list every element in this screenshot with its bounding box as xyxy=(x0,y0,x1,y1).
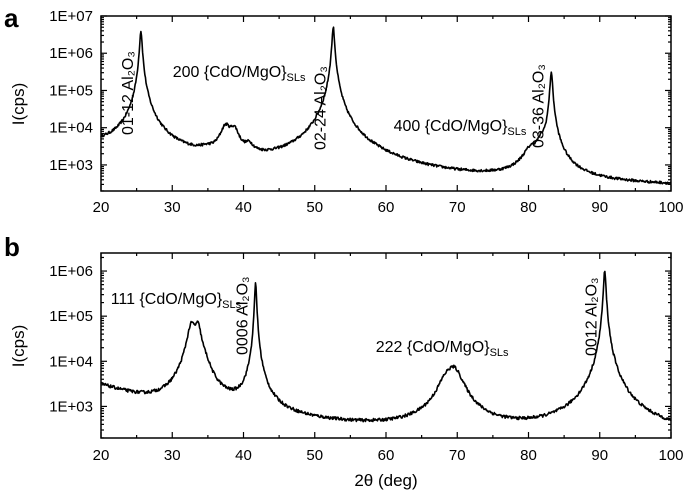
x-tick-label: 90 xyxy=(591,199,608,216)
x-tick-label: 80 xyxy=(520,447,537,464)
x-tick-label: 40 xyxy=(235,447,252,464)
peak-label: 222 {CdO/MgO}SLs xyxy=(376,339,509,359)
peak-label: 02-24 Al₂O₃ xyxy=(312,66,329,150)
x-tick-label: 30 xyxy=(164,199,181,216)
peak-label: 0006 Al₂O₃ xyxy=(235,276,252,355)
panel-letter: b xyxy=(4,232,20,262)
y-tick-label: 1E+05 xyxy=(49,308,93,325)
y-tick-label: 1E+06 xyxy=(49,263,93,280)
x-tick-label: 60 xyxy=(378,199,395,216)
plot-frame xyxy=(100,15,672,192)
x-tick-label: 50 xyxy=(306,447,323,464)
peak-label-main: 400 {CdO/MgO} xyxy=(394,118,509,135)
x-tick-label: 20 xyxy=(93,199,110,216)
xrd-curve xyxy=(100,26,672,185)
x-tick-label: 50 xyxy=(306,199,323,216)
peak-label: 01-12 Al₂O₃ xyxy=(120,51,137,135)
peak-label: 111 {CdO/MgO}SLs xyxy=(111,291,242,311)
y-axis-title: I(cps) xyxy=(9,325,28,368)
x-tick-label: 60 xyxy=(378,447,395,464)
x-tick-label: 80 xyxy=(520,199,537,216)
peak-label-sub: SLs xyxy=(490,347,509,359)
x-tick-label: 40 xyxy=(235,199,252,216)
peak-label-main: 200 {CdO/MgO} xyxy=(173,64,288,81)
y-tick-label: 1E+03 xyxy=(49,398,93,415)
peak-label-main: 111 {CdO/MgO} xyxy=(111,291,223,308)
peak-label-sub: SLs xyxy=(507,126,526,138)
peak-label-main: 222 {CdO/MgO} xyxy=(376,339,491,356)
peak-label-sub: SLs xyxy=(287,72,306,84)
x-tick-label: 70 xyxy=(449,447,466,464)
x-tick-label: 100 xyxy=(658,199,683,216)
y-tick-label: 1E+07 xyxy=(49,8,93,25)
x-tick-label: 20 xyxy=(93,447,110,464)
y-tick-label: 1E+04 xyxy=(49,353,93,370)
panel-b: 20 30 40 50 60 70 80 90 100 1E+03 1E+04 1E+05 1E+06 I… xyxy=(4,232,684,490)
peak-label: 0012 Al₂O₃ xyxy=(584,277,601,356)
panel-letter: a xyxy=(4,3,19,33)
peak-label: 200 {CdO/MgO}SLs xyxy=(173,64,306,84)
x-tick-label: 30 xyxy=(164,447,181,464)
y-tick-label: 1E+03 xyxy=(49,157,93,174)
peak-label: 400 {CdO/MgO}SLs xyxy=(394,118,527,138)
x-tick-label: 100 xyxy=(658,447,683,464)
x-tick-label: 90 xyxy=(591,447,608,464)
x-axis-title: 2θ (deg) xyxy=(354,471,417,490)
y-tick-label: 1E+05 xyxy=(49,82,93,99)
y-axis-title: I(cps) xyxy=(9,83,28,126)
peak-label-sub: SLs xyxy=(222,299,241,311)
y-tick-label: 1E+06 xyxy=(49,45,93,62)
xrd-curve xyxy=(100,270,672,423)
peak-label: 03-36 Al₂O₃ xyxy=(530,64,547,148)
x-tick-label: 70 xyxy=(449,199,466,216)
y-tick-label: 1E+04 xyxy=(49,120,93,137)
panel-a: 20 30 40 50 60 70 80 90 100 1E+03 1E+04 1E+05 1E+06 1… xyxy=(4,3,684,216)
